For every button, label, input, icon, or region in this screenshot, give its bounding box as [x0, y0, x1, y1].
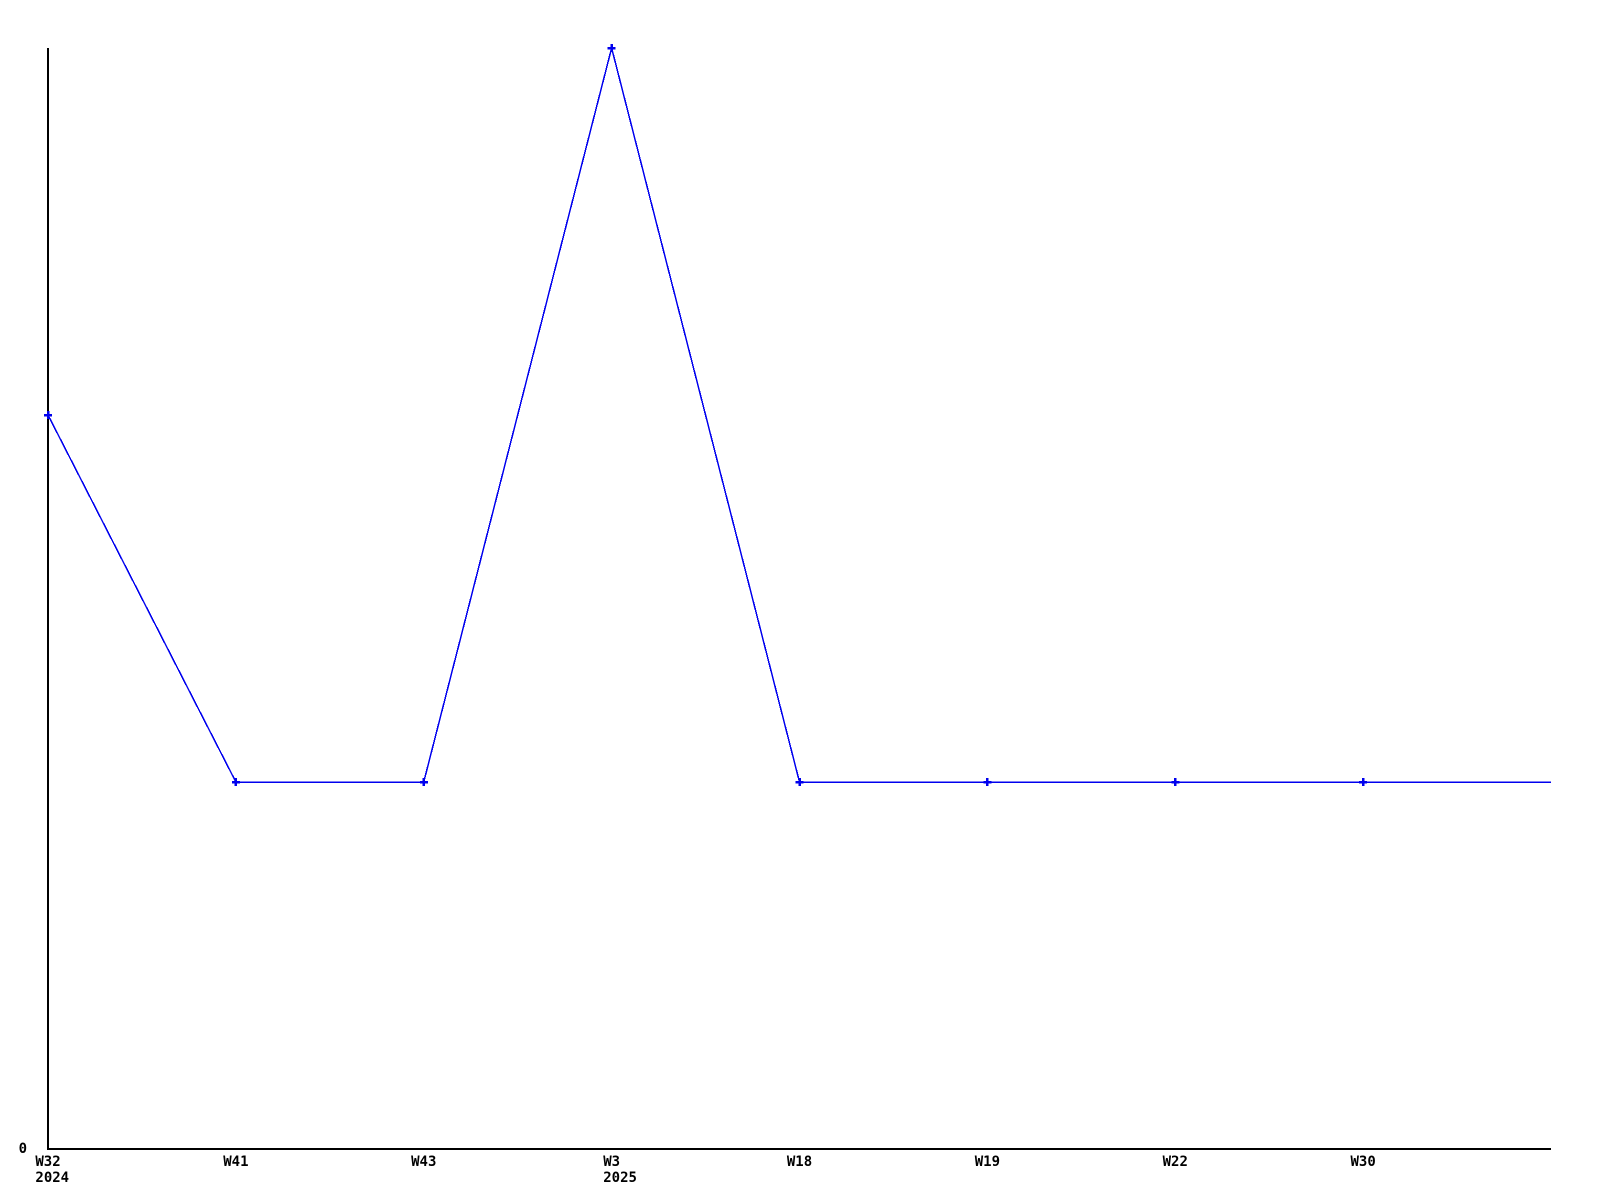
data-point-marker: [795, 778, 804, 786]
x-axis-tick-label-year: 2024: [35, 1170, 69, 1186]
x-axis-tick-label-week: W32: [35, 1154, 60, 1170]
data-point-marker: [1171, 778, 1180, 786]
x-axis-tick-label-year: 2025: [603, 1170, 637, 1186]
y-axis-tick-label: 0: [19, 1141, 27, 1157]
x-axis-tick-label-week: W41: [223, 1154, 248, 1170]
x-axis-tick-label-week: W43: [411, 1154, 436, 1170]
data-point-marker: [44, 411, 52, 419]
x-axis-tick-label-week: W19: [975, 1154, 1000, 1170]
data-point-marker: [1359, 778, 1368, 786]
series-line: [47, 47, 1551, 783]
data-point-marker: [983, 778, 992, 786]
x-axis-tick-label-week: W30: [1350, 1154, 1375, 1170]
x-axis-tick-label-week: W22: [1163, 1154, 1188, 1170]
x-axis-tick-label-week: W18: [787, 1154, 812, 1170]
axes: [47, 48, 1551, 1150]
data-point-marker: [607, 44, 616, 52]
data-point-marker: [419, 778, 428, 786]
x-axis-tick-label-week: W3: [603, 1154, 620, 1170]
data-point-marker: [231, 778, 240, 786]
